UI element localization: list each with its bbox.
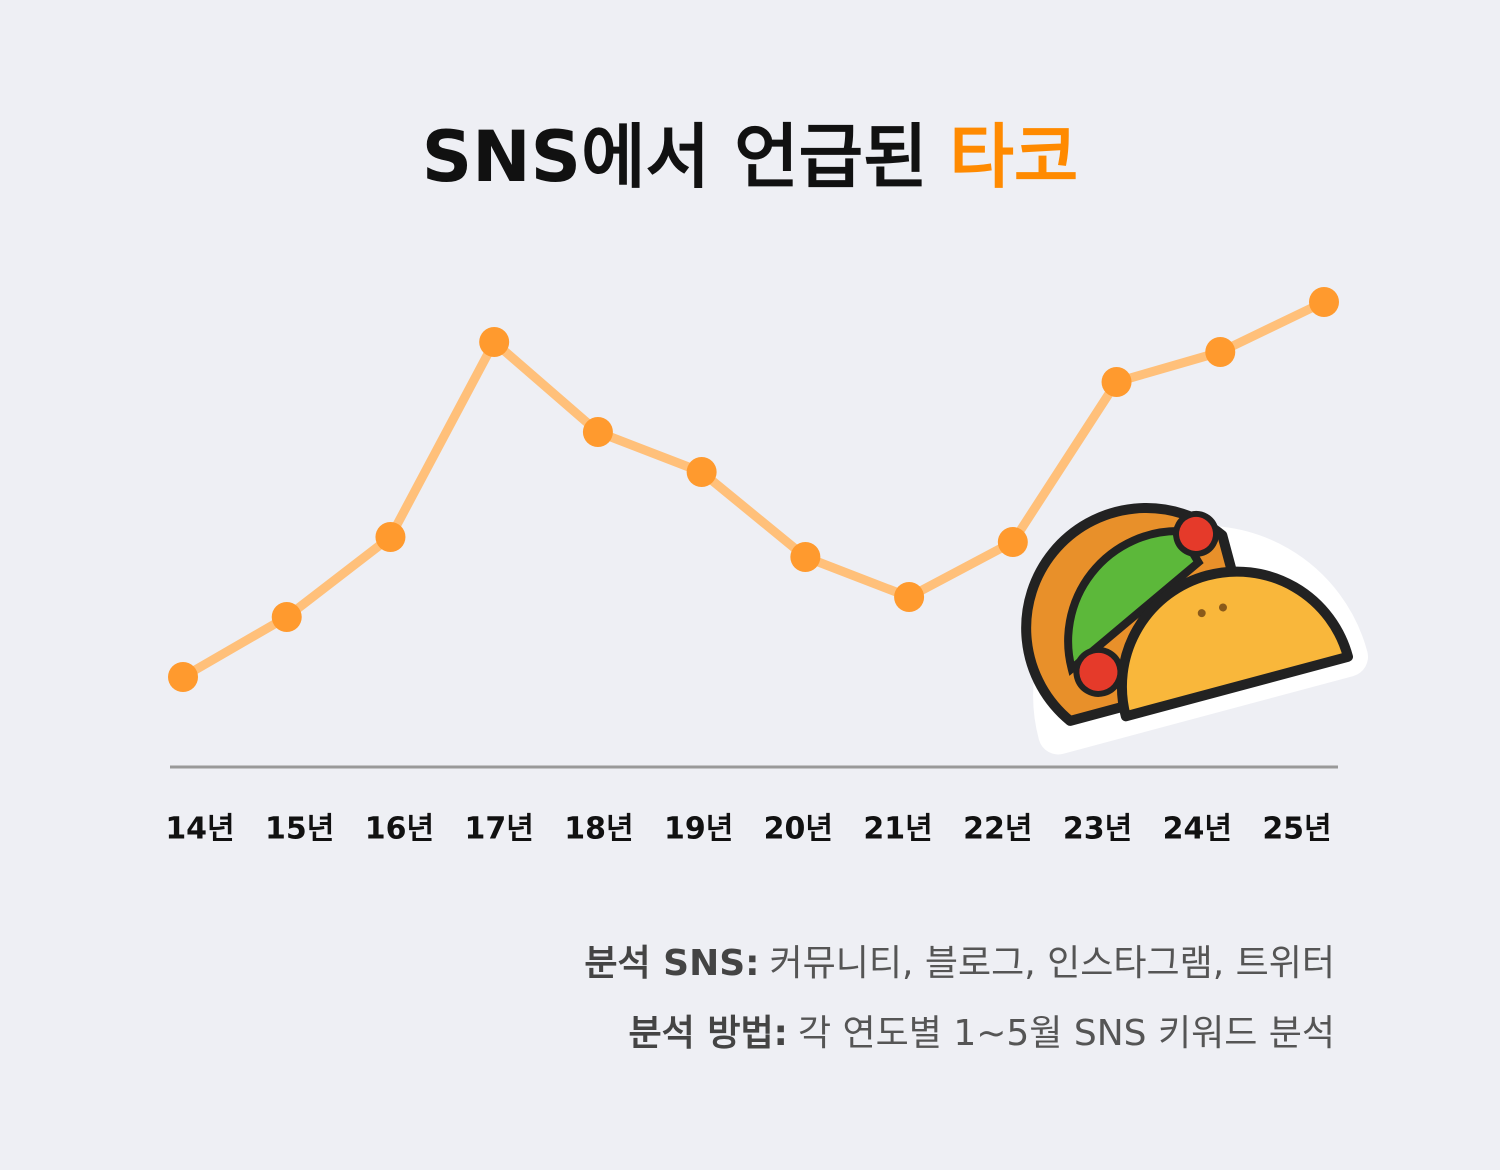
x-tick-label: 23년 bbox=[1063, 812, 1132, 847]
x-tick-label: 18년 bbox=[564, 812, 633, 847]
point bbox=[894, 582, 925, 612]
x-tick-label: 17년 bbox=[465, 812, 534, 847]
point bbox=[375, 522, 406, 552]
line bbox=[180, 297, 1326, 681]
note: 분석 방법: 각 연도별 1~5월 SNS 키워드 분석 bbox=[629, 1013, 1335, 1054]
note: 분석 SNS: 커뮤니티, 블로그, 인스타그램, 트위터 bbox=[584, 943, 1335, 984]
point bbox=[1101, 367, 1132, 397]
point bbox=[686, 457, 717, 487]
point bbox=[582, 417, 613, 447]
title-highlight: 타코 bbox=[949, 116, 1078, 198]
point bbox=[1205, 337, 1236, 367]
taco-icon bbox=[1021, 503, 1369, 755]
point bbox=[997, 527, 1028, 557]
x-tick-label: 14년 bbox=[165, 812, 234, 847]
note-text: 각 연도별 1~5월 SNS 키워드 분석 bbox=[798, 1013, 1335, 1054]
note-label: 분석 방법: bbox=[629, 1013, 788, 1054]
point bbox=[168, 662, 198, 692]
x-tick-label: 25년 bbox=[1262, 812, 1331, 847]
title-text: SNS에서 언급된 bbox=[422, 116, 928, 198]
note-label: 분석 SNS: bbox=[584, 943, 759, 984]
x-tick-label: 22년 bbox=[963, 812, 1032, 847]
point bbox=[790, 542, 821, 572]
chart-title: SNS에서 언급된 타코 bbox=[422, 116, 1079, 198]
point bbox=[1309, 287, 1339, 317]
point bbox=[271, 602, 302, 632]
x-tick-label: 20년 bbox=[764, 812, 833, 847]
x-tick-label: 21년 bbox=[863, 812, 932, 847]
x-tick-label: 16년 bbox=[365, 812, 434, 847]
point bbox=[479, 327, 510, 357]
x-tick-label: 19년 bbox=[664, 812, 733, 847]
note-text: 커뮤니티, 블로그, 인스타그램, 트위터 bbox=[770, 943, 1335, 984]
x-tick-label: 15년 bbox=[265, 812, 334, 847]
x-tick-label: 24년 bbox=[1163, 812, 1232, 847]
